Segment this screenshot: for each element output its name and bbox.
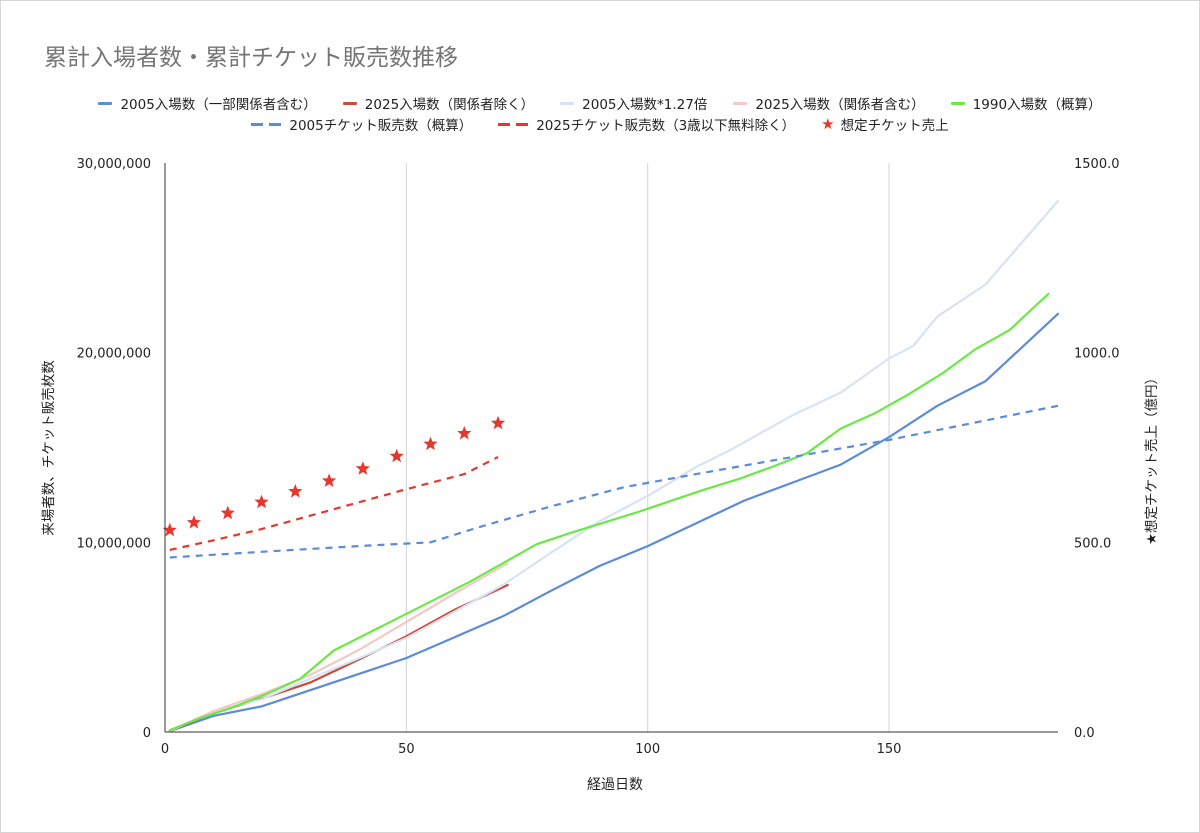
- series-6-line: [169, 456, 499, 551]
- y-right-tick-label: 1000.0: [1074, 347, 1120, 362]
- legend-swatch: [950, 101, 965, 105]
- legend-item: 2005入場数（一部関係者含む）: [98, 93, 317, 113]
- legend-label: 2005チケット販売数（概算）: [289, 118, 473, 134]
- y-left-tick-label: 30,000,000: [77, 157, 151, 172]
- legend-label: 2025入場数（関係者除く）: [364, 97, 535, 113]
- y-right-tick-label: 500.0: [1074, 536, 1111, 551]
- legend-label: 2005入場数*1.27倍: [582, 97, 708, 113]
- chart-title: 累計入場者数・累計チケット販売数推移: [44, 45, 458, 71]
- y-left-tick-label: 0: [143, 726, 151, 741]
- legend-label: 2025チケット販売数（3歳以下無料除く）: [536, 118, 796, 134]
- legend-row-2: 2005チケット販売数（概算） 2025チケット販売数（3歳以下無料除く） ★ 想定チ…: [0, 114, 1200, 134]
- y-axis-right-label: ★想定チケット売上（億円）: [1144, 371, 1160, 545]
- legend-label: 1990入場数（概算）: [972, 97, 1102, 113]
- series-2-line: [168, 199, 1060, 733]
- y-left-tick-label: 20,000,000: [77, 347, 151, 362]
- legend-item: 2025チケット販売数（3歳以下無料除く）: [498, 114, 795, 134]
- series-3-line: [168, 562, 509, 733]
- legend-item: 2005入場数*1.27倍: [560, 93, 707, 113]
- legend-item: 2005チケット販売数（概算）: [251, 114, 472, 134]
- series-0-line: [168, 312, 1060, 733]
- y-left-tick-label: 10,000,000: [77, 536, 151, 551]
- legend-item: 2025入場数（関係者含む）: [733, 93, 925, 113]
- y-axis-left-label: 来場者数、チケット販売枚数: [41, 360, 57, 536]
- x-tick-label: 100: [635, 742, 660, 757]
- legend-label: 想定チケット売上: [840, 118, 949, 134]
- tick-labels: 0 50 100 150 0 10,000,000 20,000,000 30,000,000…: [77, 157, 1120, 757]
- legend-label: 2025入場数（関係者含む）: [755, 97, 925, 113]
- y-right-tick-label: 0.0: [1074, 726, 1095, 741]
- x-tick-label: 0: [161, 742, 169, 757]
- legend-dashed-swatch: [498, 122, 529, 126]
- legend-swatch: [342, 101, 357, 105]
- legend-label: 2005入場数（一部関係者含む）: [120, 97, 317, 113]
- series-7-star-point: [389, 448, 404, 463]
- series-7-star-point: [457, 425, 472, 440]
- series-7-star-point: [162, 522, 177, 537]
- legend-item: 2025入場数（関係者除く）: [342, 93, 535, 113]
- legend-item: 1990入場数（概算）: [950, 93, 1102, 113]
- x-axis-label: 経過日数: [587, 777, 643, 793]
- legend-row-1: 2005入場数（一部関係者含む） 2025入場数（関係者除く） 2005入場数*1.…: [0, 93, 1200, 113]
- axes: [164, 163, 1058, 733]
- y-right-tick-label: 1500.0: [1074, 157, 1120, 172]
- legend-star-icon: ★: [821, 114, 835, 133]
- x-tick-label: 150: [877, 742, 902, 757]
- legend-dashed-swatch: [251, 122, 282, 126]
- series-7-star-point: [321, 473, 337, 487]
- series-layer: [162, 199, 1060, 733]
- series-7-star-point: [423, 436, 438, 451]
- series-4-line: [168, 292, 1050, 732]
- legend-swatch: [733, 101, 748, 105]
- legend-swatch: [98, 101, 113, 105]
- series-7-star-point: [288, 484, 303, 498]
- series-7-star-point: [355, 461, 371, 475]
- series-7-star-point: [220, 505, 235, 520]
- series-7-star-point: [490, 415, 506, 430]
- series-7-star-point: [254, 494, 269, 509]
- x-tick-label: 50: [398, 742, 415, 757]
- legend-item: ★ 想定チケット売上: [821, 114, 948, 134]
- series-5-line: [169, 404, 1059, 559]
- legend-swatch: [560, 101, 575, 105]
- series-7-star-point: [186, 515, 202, 529]
